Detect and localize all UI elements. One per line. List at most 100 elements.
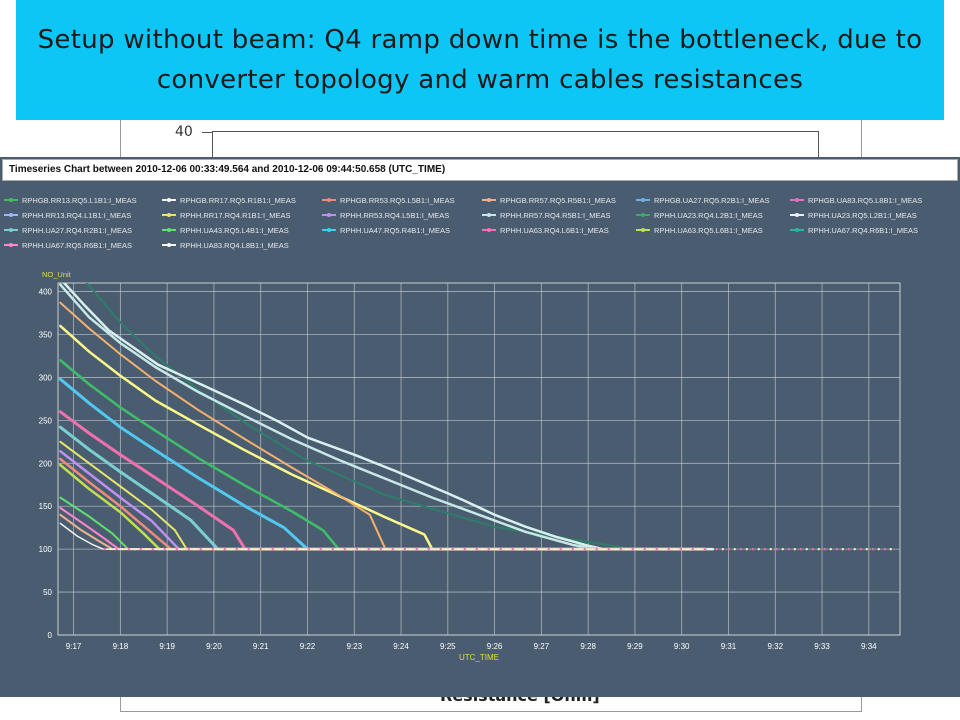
- legend-entry[interactable]: RPHH.UA27.RQ4.R2B1:I_MEAS: [4, 223, 132, 237]
- data-point-marker: [223, 547, 226, 551]
- legend-entry[interactable]: RPHH.UA67.RQ5.R6B1:I_MEAS: [4, 238, 132, 252]
- window-title: Timeseries Chart between 2010-12-06 00:3…: [9, 164, 446, 175]
- data-point-marker: [109, 547, 112, 551]
- data-point-marker: [463, 547, 466, 551]
- legend-entry[interactable]: RPHGB.UA27.RQ5.R2B1:I_MEAS: [636, 193, 769, 207]
- legend-swatch: [636, 213, 650, 217]
- legend-entry[interactable]: RPHGB.UA83.RQ5.L8B1:I_MEAS: [790, 193, 922, 207]
- data-point-marker: [403, 547, 406, 551]
- data-point-marker: [307, 547, 310, 551]
- series-line: [59, 283, 699, 551]
- data-point-marker: [661, 547, 664, 551]
- data-point-marker: [859, 547, 862, 551]
- window-title-bar: Timeseries Chart between 2010-12-06 00:3…: [2, 159, 958, 181]
- legend-entry[interactable]: RPHGB.RR53.RQ5.L5B1:I_MEAS: [322, 193, 455, 207]
- y-tick-label: 100: [39, 545, 53, 554]
- legend-label: RPHH.RR53.RQ4.L5B1:I_MEAS: [340, 210, 450, 220]
- legend-entry[interactable]: RPHH.UA23.RQ4.L2B1:I_MEAS: [636, 208, 763, 222]
- title-banner: Setup without beam: Q4 ramp down time is…: [16, 0, 944, 120]
- data-point-marker: [265, 547, 268, 551]
- x-tick-label: 9:31: [721, 642, 737, 651]
- legend-swatch: [4, 198, 18, 202]
- legend-swatch: [322, 198, 336, 202]
- data-point-marker: [589, 547, 592, 551]
- data-point-marker: [493, 547, 496, 551]
- data-point-marker: [133, 547, 136, 551]
- data-point-marker: [583, 547, 586, 551]
- legend-swatch: [790, 213, 804, 217]
- legend-entry[interactable]: RPHH.UA23.RQ5.L2B1:I_MEAS: [790, 208, 917, 222]
- data-point-marker: [793, 547, 796, 551]
- data-point-marker: [421, 547, 424, 551]
- legend-entry[interactable]: RPHGB.RR13.RQ5.L1B1:I_MEAS: [4, 193, 137, 207]
- legend-swatch: [4, 243, 18, 247]
- data-point-marker: [313, 547, 316, 551]
- data-point-marker: [619, 547, 622, 551]
- legend-swatch: [790, 198, 804, 202]
- data-point-marker: [499, 547, 502, 551]
- x-tick-label: 9:25: [440, 642, 456, 651]
- data-point-marker: [115, 547, 118, 551]
- legend-entry[interactable]: RPHH.RR17.RQ4.R1B1:I_MEAS: [162, 208, 290, 222]
- data-point-marker: [193, 547, 196, 551]
- chart-legend: RPHGB.RR13.RQ5.L1B1:I_MEAS RPHGB.RR17.RQ5…: [4, 187, 956, 259]
- data-point-marker: [631, 547, 634, 551]
- legend-entry[interactable]: RPHH.RR13.RQ4.L1B1:I_MEAS: [4, 208, 131, 222]
- legend-label: RPHH.UA23.RQ4.L2B1:I_MEAS: [654, 210, 763, 220]
- data-point-marker: [487, 547, 490, 551]
- data-point-marker: [415, 547, 418, 551]
- data-point-marker: [769, 547, 772, 551]
- legend-label: RPHGB.RR17.RQ5.R1B1:I_MEAS: [180, 195, 296, 205]
- legend-label: RPHGB.RR53.RQ5.L5B1:I_MEAS: [340, 195, 455, 205]
- data-point-marker: [865, 547, 868, 551]
- data-point-marker: [475, 547, 478, 551]
- data-point-marker: [691, 547, 694, 551]
- data-point-marker: [355, 547, 358, 551]
- legend-entry[interactable]: RPHGB.RR57.RQ5.R5B1:I_MEAS: [482, 193, 616, 207]
- data-point-marker: [139, 547, 142, 551]
- x-tick-label: 9:32: [767, 642, 783, 651]
- data-point-marker: [511, 547, 514, 551]
- data-point-marker: [685, 547, 688, 551]
- legend-label: RPHGB.RR13.RQ5.L1B1:I_MEAS: [22, 195, 137, 205]
- data-point-marker: [199, 547, 202, 551]
- legend-label: RPHH.UA23.RQ5.L2B1:I_MEAS: [808, 210, 917, 220]
- data-point-marker: [163, 547, 166, 551]
- slide-title: Setup without beam: Q4 ramp down time is…: [37, 25, 923, 95]
- legend-entry[interactable]: RPHGB.RR17.RQ5.R1B1:I_MEAS: [162, 193, 296, 207]
- data-point-marker: [397, 547, 400, 551]
- y-tick-label: 50: [43, 588, 52, 597]
- data-point-marker: [217, 547, 220, 551]
- data-point-marker: [889, 547, 892, 551]
- legend-entry[interactable]: RPHH.UA63.RQ4.L6B1:I_MEAS: [482, 223, 609, 237]
- legend-entry[interactable]: RPHH.RR57.RQ4.R5B1:I_MEAS: [482, 208, 610, 222]
- data-point-marker: [253, 547, 256, 551]
- legend-swatch: [790, 228, 804, 232]
- data-point-marker: [763, 547, 766, 551]
- data-point-marker: [607, 547, 610, 551]
- data-point-marker: [877, 547, 880, 551]
- legend-entry[interactable]: RPHH.UA63.RQ5.L6B1:I_MEAS: [636, 223, 763, 237]
- legend-swatch: [482, 228, 496, 232]
- data-point-marker: [169, 547, 172, 551]
- legend-entry[interactable]: RPHH.RR53.RQ4.L5B1:I_MEAS: [322, 208, 449, 222]
- legend-entry[interactable]: RPHH.UA67.RQ4.R6B1:I_MEAS: [790, 223, 918, 237]
- legend-label: RPHGB.UA83.RQ5.L8B1:I_MEAS: [808, 195, 923, 205]
- data-point-marker: [103, 547, 106, 551]
- x-tick-label: 9:26: [487, 642, 503, 651]
- data-point-marker: [547, 547, 550, 551]
- legend-entry[interactable]: RPHH.UA47.RQ5.R4B1:I_MEAS: [322, 223, 450, 237]
- data-point-marker: [721, 547, 724, 551]
- data-point-marker: [811, 547, 814, 551]
- data-point-marker: [529, 547, 532, 551]
- background-plot-area: [212, 131, 819, 161]
- data-point-marker: [883, 547, 886, 551]
- legend-entry[interactable]: RPHH.UA43.RQ5.L4B1:I_MEAS: [162, 223, 289, 237]
- legend-swatch: [162, 243, 176, 247]
- data-point-marker: [853, 547, 856, 551]
- legend-entry[interactable]: RPHH.UA83.RQ4.L8B1:I_MEAS: [162, 238, 289, 252]
- data-point-marker: [205, 547, 208, 551]
- legend-label: RPHH.UA63.RQ4.L6B1:I_MEAS: [500, 225, 609, 235]
- x-tick-label: 9:21: [253, 642, 269, 651]
- data-point-marker: [319, 547, 322, 551]
